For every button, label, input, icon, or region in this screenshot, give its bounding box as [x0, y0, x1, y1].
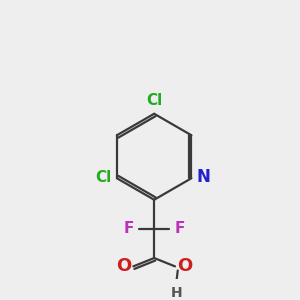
Text: F: F [174, 221, 184, 236]
Text: F: F [124, 221, 134, 236]
Text: Cl: Cl [96, 170, 112, 185]
Text: O: O [116, 257, 131, 275]
Text: O: O [177, 257, 192, 275]
Text: N: N [196, 168, 210, 186]
Text: Cl: Cl [146, 93, 162, 108]
Text: H: H [170, 286, 182, 300]
